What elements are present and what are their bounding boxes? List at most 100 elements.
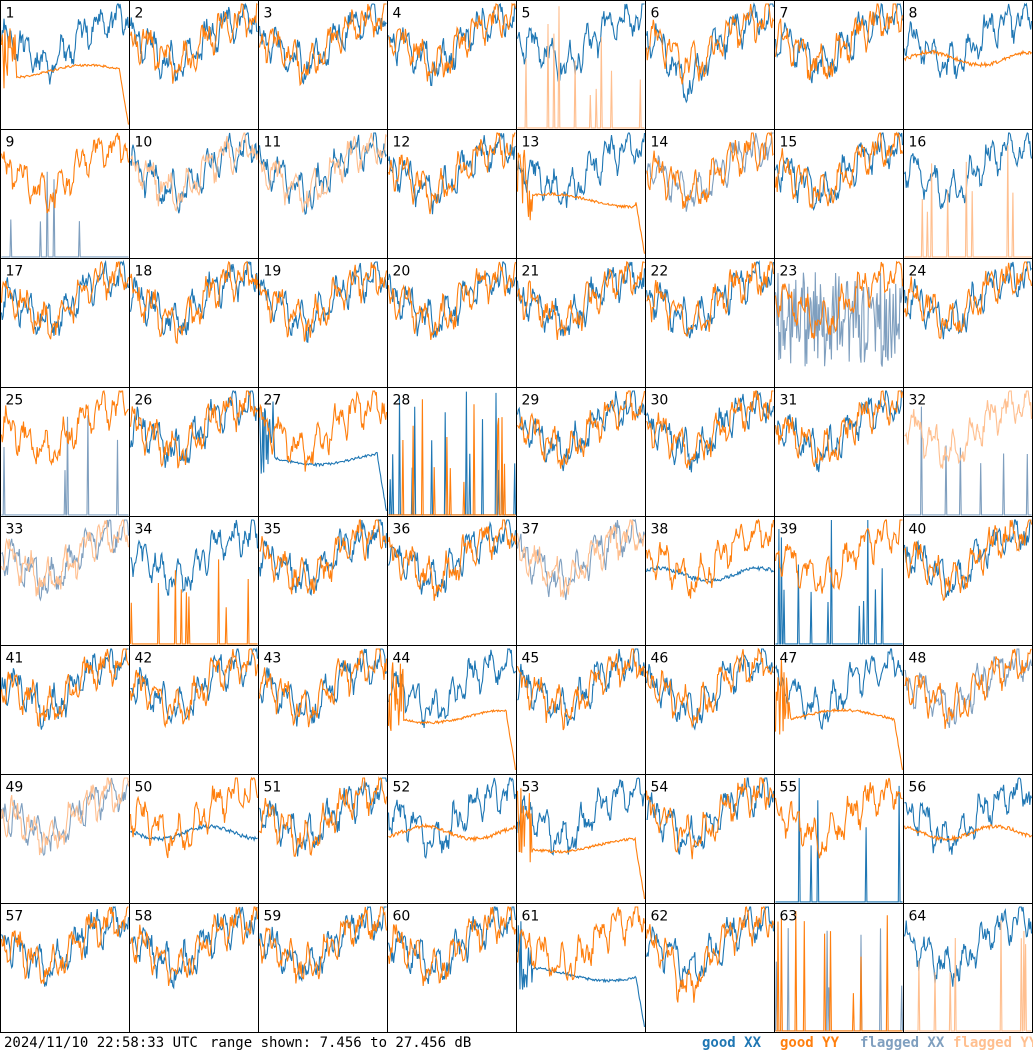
panel-label: 58 bbox=[135, 909, 153, 925]
panel-label: 52 bbox=[393, 780, 411, 796]
panel-label: 15 bbox=[780, 135, 798, 151]
panel-33: 33 bbox=[0, 516, 130, 646]
panel-35: 35 bbox=[258, 516, 388, 646]
panel-label: 2 bbox=[135, 6, 144, 22]
panel-label: 40 bbox=[909, 522, 927, 538]
panel-21: 21 bbox=[516, 258, 646, 388]
panel-25: 25 bbox=[0, 387, 130, 517]
panel-3: 3 bbox=[258, 0, 388, 130]
panel-46: 46 bbox=[645, 645, 775, 775]
panel-label: 53 bbox=[522, 780, 540, 796]
series-xx-line bbox=[0, 3, 130, 85]
panel-label: 4 bbox=[393, 6, 402, 22]
panel-label: 60 bbox=[393, 909, 411, 925]
series-yy-line bbox=[0, 260, 130, 340]
series-yy-line bbox=[0, 132, 130, 214]
panel-27: 27 bbox=[258, 387, 388, 517]
series-xx-line bbox=[0, 648, 129, 730]
panel-frame bbox=[387, 645, 517, 775]
series-xx-line bbox=[774, 2, 904, 84]
panel-label: 43 bbox=[264, 651, 282, 667]
panel-34: 34 bbox=[129, 516, 259, 646]
series-yy-line bbox=[517, 6, 645, 129]
panel-38: 38 bbox=[645, 516, 775, 646]
series-yy-line bbox=[387, 662, 517, 770]
series-yy-line bbox=[129, 648, 259, 729]
panel-frame bbox=[387, 774, 517, 904]
series-xx-line bbox=[903, 132, 1033, 210]
series-yy-line bbox=[774, 390, 904, 467]
series-yy-line bbox=[130, 132, 259, 212]
panel-58: 58 bbox=[129, 903, 259, 1033]
panel-61: 61 bbox=[516, 903, 646, 1033]
panel-9: 9 bbox=[0, 129, 130, 259]
series-xx-line bbox=[903, 2, 1033, 80]
panel-7: 7 bbox=[774, 0, 904, 130]
panel-frame bbox=[516, 516, 646, 646]
series-yy-line bbox=[774, 131, 904, 209]
series-yy-line bbox=[387, 519, 517, 601]
series-yy-line bbox=[774, 260, 904, 340]
series-xx-line bbox=[775, 519, 903, 645]
series-yy-line bbox=[258, 390, 388, 472]
panel-13: 13 bbox=[516, 129, 646, 259]
panel-frame bbox=[0, 0, 130, 130]
series-xx-line bbox=[1, 171, 129, 258]
series-yy-line bbox=[0, 648, 130, 728]
panel-19: 19 bbox=[258, 258, 388, 388]
panel-29: 29 bbox=[516, 387, 646, 517]
series-xx-line bbox=[774, 272, 904, 367]
panel-47: 47 bbox=[774, 645, 904, 775]
series-yy-line bbox=[904, 519, 1033, 602]
panel-frame bbox=[129, 387, 259, 517]
panel-17: 17 bbox=[0, 258, 130, 388]
series-yy-line bbox=[258, 906, 388, 984]
panel-label: 35 bbox=[264, 522, 282, 538]
panel-label: 11 bbox=[264, 135, 282, 151]
series-yy-line bbox=[903, 823, 1032, 842]
panel-59: 59 bbox=[258, 903, 388, 1033]
panel-8: 8 bbox=[903, 0, 1033, 130]
panel-label: 44 bbox=[393, 651, 411, 667]
panel-frame bbox=[258, 645, 388, 775]
series-xx-line bbox=[258, 519, 388, 596]
series-xx-line bbox=[774, 648, 904, 731]
footer-bar: 2024/11/10 22:58:33 UTC range shown: 7.4… bbox=[0, 1033, 1033, 1053]
series-yy-line bbox=[0, 390, 129, 466]
panel-label: 55 bbox=[780, 780, 798, 796]
series-yy-line bbox=[516, 906, 646, 981]
series-xx-line bbox=[516, 132, 646, 208]
series-xx-line bbox=[516, 921, 646, 1027]
series-yy-line bbox=[517, 390, 646, 469]
panel-32: 32 bbox=[903, 387, 1033, 517]
panel-57: 57 bbox=[0, 903, 130, 1033]
panel-12: 12 bbox=[387, 129, 517, 259]
panel-label: 54 bbox=[651, 780, 669, 796]
series-yy-line bbox=[774, 3, 904, 81]
panel-label: 3 bbox=[264, 6, 273, 22]
panel-11: 11 bbox=[258, 129, 388, 259]
panel-4: 4 bbox=[387, 0, 517, 130]
series-yy-line bbox=[516, 519, 646, 598]
panel-label: 24 bbox=[909, 264, 927, 280]
panel-10: 10 bbox=[129, 129, 259, 259]
panel-frame bbox=[774, 774, 904, 904]
series-yy-line bbox=[646, 261, 775, 338]
panel-label: 63 bbox=[780, 909, 798, 925]
panel-label: 38 bbox=[651, 522, 669, 538]
series-yy-line bbox=[516, 149, 646, 254]
panel-24: 24 bbox=[903, 258, 1033, 388]
series-yy-line bbox=[645, 777, 775, 860]
series-xx-line bbox=[1, 415, 129, 516]
panel-label: 17 bbox=[6, 264, 24, 280]
panel-label: 26 bbox=[135, 393, 153, 409]
legend-flagged-yy: flagged YY bbox=[953, 1035, 1033, 1051]
panel-1: 1 bbox=[0, 0, 130, 130]
panel-5: 5 bbox=[516, 0, 646, 130]
panel-23: 23 bbox=[774, 258, 904, 388]
series-yy-line bbox=[774, 519, 903, 594]
panel-label: 13 bbox=[522, 135, 540, 151]
series-xx-line bbox=[130, 822, 258, 842]
panel-label: 23 bbox=[780, 264, 798, 280]
